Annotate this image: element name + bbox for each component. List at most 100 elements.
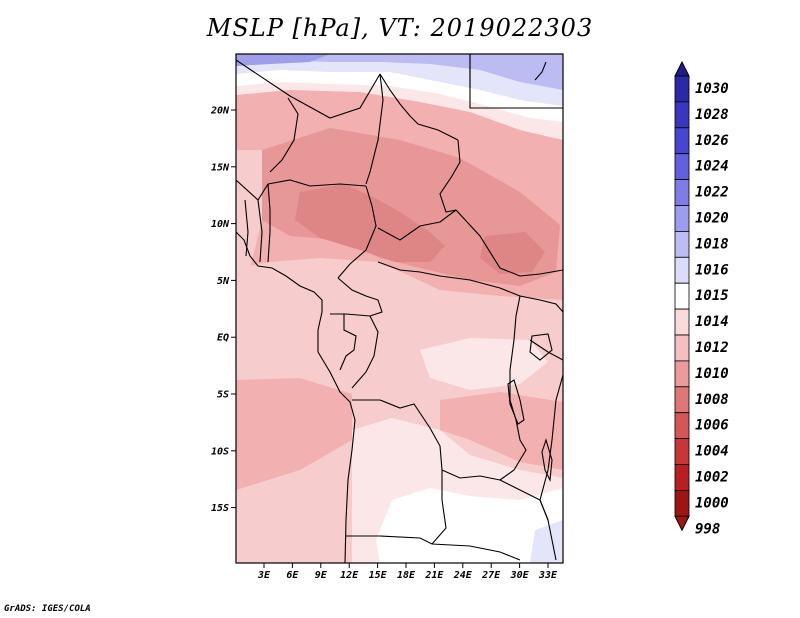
latitude-axis: 20N 15N 10N 5N EQ 5S 10S 15S <box>210 106 236 514</box>
colorbar-label: 1016 <box>695 262 729 278</box>
lat-tick-label: 10S <box>211 446 229 457</box>
lat-tick-label: 20N <box>210 106 230 117</box>
colorbar: 1030 1028 1026 1024 1022 1020 1018 1016 1015 1014… <box>674 60 729 537</box>
field-zone-1015-south <box>376 488 563 563</box>
lon-tick-label: 30E <box>510 570 530 581</box>
colorbar-swatch <box>674 282 690 310</box>
border-algeria <box>236 59 381 119</box>
border-congo-drc <box>351 315 379 389</box>
border-niger-chad <box>365 73 384 185</box>
colorbar-swatch <box>674 153 690 180</box>
border-sudan-ssudan <box>455 209 563 277</box>
border-togo <box>257 199 263 263</box>
colorbar-swatch <box>674 205 690 232</box>
border-chad-sudan <box>439 139 461 213</box>
border-cameroon-congo <box>330 277 383 317</box>
colorbar-swatch <box>674 127 690 155</box>
colorbar-swatch <box>674 464 690 491</box>
grads-credit: GrADS: IGES/COLA <box>4 604 91 614</box>
colorbar-label: 1010 <box>695 366 729 382</box>
lon-tick-label: 9E <box>315 570 328 581</box>
lat-tick-label: 5N <box>217 276 230 287</box>
colorbar-label: 1006 <box>695 418 729 434</box>
border-zambia <box>499 479 549 521</box>
field-zone-1010-south <box>236 378 352 490</box>
border-mali-niger <box>269 97 299 173</box>
colorbar-label: 1000 <box>695 495 729 511</box>
lat-tick-label: 10N <box>211 219 230 230</box>
colorbar-label: 1022 <box>695 185 729 201</box>
colorbar-swatch <box>674 101 690 129</box>
map-frame <box>235 53 564 564</box>
lon-tick-label: 21E <box>424 570 444 581</box>
colorbar-swatch <box>674 256 690 284</box>
colorbar-swatch <box>674 438 690 465</box>
border-niger-nigeria <box>267 179 367 187</box>
border-burkina <box>236 179 269 201</box>
coastline-west-africa <box>236 231 356 563</box>
border-nigeria-cameroon <box>337 185 377 279</box>
chart-title: MSLP [hPa], VT: 2019022303 <box>206 14 594 42</box>
lat-tick-label: 5S <box>217 390 229 401</box>
border-libya-chad <box>379 73 459 141</box>
colorbar-swatch <box>674 412 690 440</box>
colorbar-swatch <box>674 360 690 388</box>
lon-tick-label: 18E <box>397 570 416 581</box>
lat-tick-label: EQ <box>217 333 229 344</box>
lake-tanganyika <box>507 379 525 425</box>
lon-tick-label: 6E <box>286 570 299 581</box>
colorbar-label: 1026 <box>695 133 729 149</box>
border-drc-east <box>499 295 527 481</box>
border-gabon <box>330 313 357 371</box>
lon-tick-label: 15E <box>369 570 388 581</box>
field-zone-1014-congo <box>420 338 548 390</box>
colorbar-swatch <box>674 334 690 362</box>
lon-tick-label: 33E <box>538 570 558 581</box>
colorbar-label: 1030 <box>695 81 729 97</box>
longitude-axis: 3E 6E 9E 12E 15E 18E 21E 24E 27E 30E 33E <box>257 563 558 581</box>
field-zone-1010-east <box>440 392 563 470</box>
colorbar-label: 998 <box>695 521 720 537</box>
pressure-field <box>236 54 563 563</box>
colorbar-label: 1018 <box>695 236 729 252</box>
lon-tick-label: 12E <box>340 570 359 581</box>
lake-victoria <box>529 333 553 361</box>
colorbar-label: 1024 <box>695 159 729 175</box>
colorbar-label: 1020 <box>695 211 729 227</box>
lon-tick-label: 27E <box>481 570 501 581</box>
colorbar-label: 1004 <box>695 444 729 460</box>
border-drc-angola <box>352 399 501 481</box>
lat-tick-label: 15N <box>211 162 230 173</box>
field-zone-1020-north <box>236 54 330 66</box>
colorbar-bottom-arrow <box>674 515 690 532</box>
colorbar-label: 1002 <box>695 470 729 486</box>
colorbar-swatch <box>674 489 690 517</box>
colorbar-swatch <box>674 386 690 414</box>
colorbar-label: 1014 <box>695 314 729 330</box>
border-car-congo <box>377 261 521 297</box>
colorbar-label: 1028 <box>695 107 729 123</box>
colorbar-top-arrow <box>674 60 690 77</box>
colorbar-swatch <box>674 179 690 206</box>
lat-tick-label: 15S <box>211 503 229 514</box>
colorbar-swatch <box>674 230 690 258</box>
sinai-coast <box>534 61 547 81</box>
colorbar-swatch <box>674 308 690 336</box>
border-chad-car <box>377 209 457 241</box>
colorbar-label: 1008 <box>695 392 729 408</box>
border-kenya-tz <box>529 339 563 361</box>
field-zone-1006-west <box>295 184 445 262</box>
field-zone-1006-east <box>480 232 545 274</box>
colorbar-label: 1015 <box>695 288 729 304</box>
border-angola-zambia <box>431 470 447 545</box>
border-ghana <box>244 199 249 257</box>
map-outlines <box>236 54 563 563</box>
colorbar-label: 1012 <box>695 340 729 356</box>
border-benin <box>267 183 271 263</box>
lon-tick-label: 3E <box>257 570 271 581</box>
lake-malawi <box>541 438 553 482</box>
colorbar-swatch <box>674 75 690 103</box>
field-zone-1018-north <box>236 54 563 90</box>
border-uganda <box>519 295 563 313</box>
